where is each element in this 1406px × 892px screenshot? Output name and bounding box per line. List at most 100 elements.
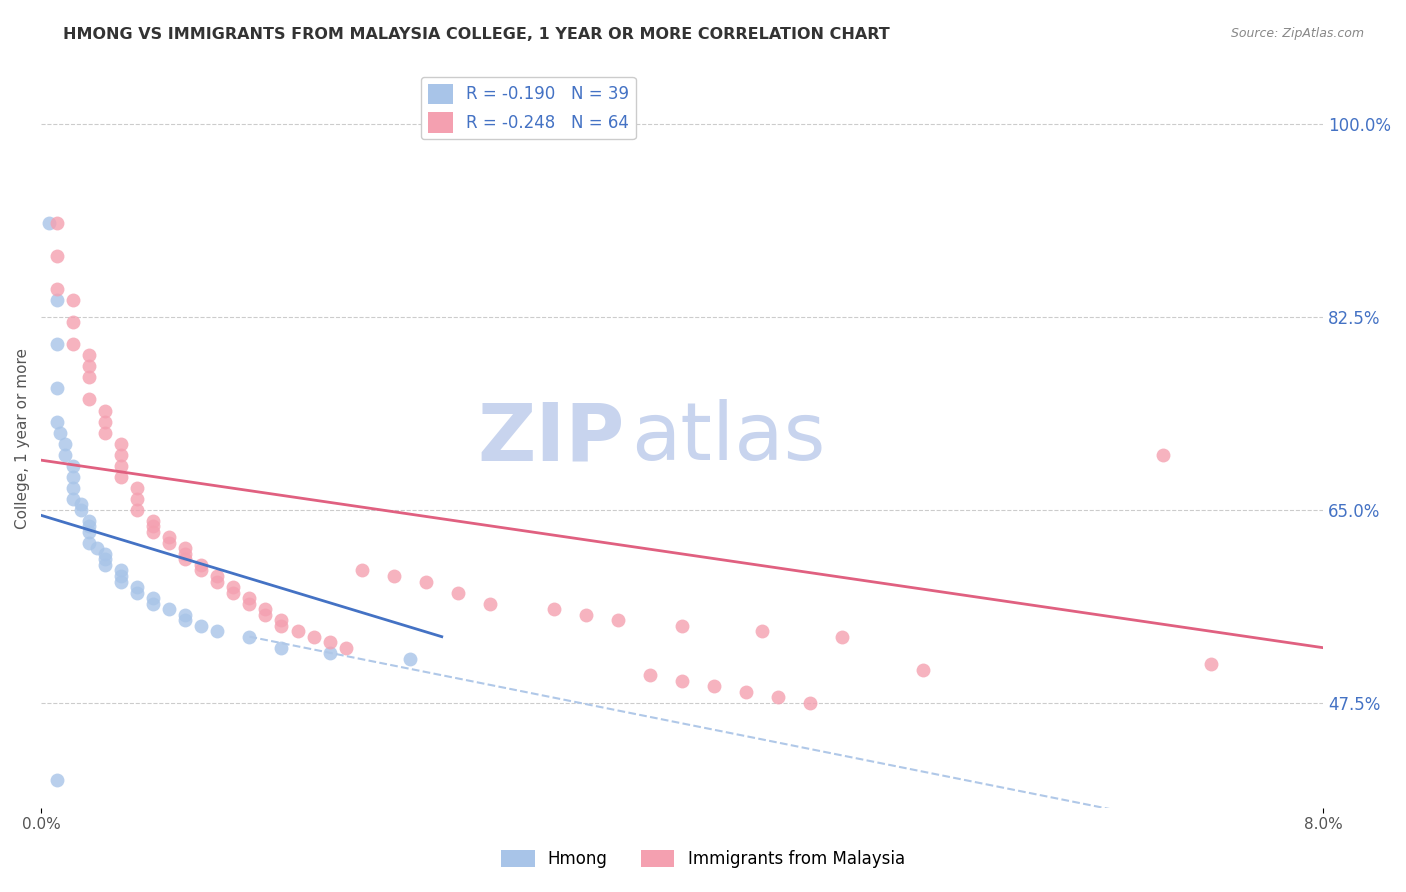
Point xyxy=(62,481,84,495)
Point xyxy=(350,564,373,578)
Point xyxy=(254,607,277,622)
Point xyxy=(190,564,212,578)
Point xyxy=(238,630,260,644)
Point xyxy=(174,541,197,556)
Point xyxy=(174,613,197,627)
Point xyxy=(1152,448,1174,462)
Point xyxy=(671,618,693,632)
Point xyxy=(799,696,821,710)
Point xyxy=(207,574,229,589)
Point xyxy=(478,597,501,611)
Point xyxy=(62,315,84,329)
Point xyxy=(751,624,773,639)
Text: HMONG VS IMMIGRANTS FROM MALAYSIA COLLEGE, 1 YEAR OR MORE CORRELATION CHART: HMONG VS IMMIGRANTS FROM MALAYSIA COLLEG… xyxy=(63,27,890,42)
Point xyxy=(110,448,132,462)
Point xyxy=(62,491,84,506)
Point xyxy=(94,552,117,566)
Point xyxy=(127,481,149,495)
Point xyxy=(77,536,100,550)
Point xyxy=(142,519,165,533)
Y-axis label: College, 1 year or more: College, 1 year or more xyxy=(15,348,30,529)
Point xyxy=(46,773,69,788)
Point xyxy=(110,564,132,578)
Text: ZIP: ZIP xyxy=(477,399,624,477)
Point xyxy=(207,569,229,583)
Point xyxy=(142,514,165,528)
Point xyxy=(831,630,853,644)
Point xyxy=(62,469,84,483)
Text: Source: ZipAtlas.com: Source: ZipAtlas.com xyxy=(1230,27,1364,40)
Point xyxy=(46,415,69,429)
Point xyxy=(398,652,420,666)
Point xyxy=(157,536,180,550)
Point xyxy=(46,293,69,308)
Point xyxy=(254,602,277,616)
Point xyxy=(94,425,117,440)
Point xyxy=(703,679,725,693)
Point xyxy=(46,249,69,263)
Point xyxy=(157,602,180,616)
Point xyxy=(127,585,149,599)
Point xyxy=(70,497,93,511)
Point xyxy=(415,574,437,589)
Point xyxy=(77,392,100,407)
Point xyxy=(575,607,598,622)
Point xyxy=(46,337,69,351)
Point xyxy=(270,613,292,627)
Point xyxy=(638,668,661,682)
Point xyxy=(70,503,93,517)
Point xyxy=(207,624,229,639)
Point xyxy=(607,613,630,627)
Point xyxy=(335,640,357,655)
Point xyxy=(94,403,117,417)
Point xyxy=(53,436,76,450)
Point xyxy=(94,415,117,429)
Point xyxy=(110,469,132,483)
Point xyxy=(447,585,470,599)
Point xyxy=(238,591,260,605)
Point xyxy=(77,359,100,374)
Point xyxy=(671,673,693,688)
Point xyxy=(53,448,76,462)
Point xyxy=(270,618,292,632)
Point xyxy=(127,503,149,517)
Point xyxy=(110,574,132,589)
Point xyxy=(110,458,132,473)
Point xyxy=(157,530,180,544)
Point xyxy=(190,618,212,632)
Point xyxy=(127,580,149,594)
Point xyxy=(46,216,69,230)
Point xyxy=(142,597,165,611)
Point xyxy=(238,597,260,611)
Point xyxy=(110,569,132,583)
Point xyxy=(77,519,100,533)
Point xyxy=(77,514,100,528)
Point xyxy=(62,293,84,308)
Point xyxy=(86,541,108,556)
Text: atlas: atlas xyxy=(631,399,825,477)
Point xyxy=(46,282,69,296)
Point xyxy=(49,425,72,440)
Legend: Hmong, Immigrants from Malaysia: Hmong, Immigrants from Malaysia xyxy=(495,843,911,875)
Point xyxy=(94,558,117,572)
Point xyxy=(77,348,100,362)
Point xyxy=(142,591,165,605)
Point xyxy=(142,524,165,539)
Point xyxy=(77,370,100,384)
Point xyxy=(46,381,69,395)
Point xyxy=(174,552,197,566)
Point xyxy=(222,585,245,599)
Point xyxy=(768,690,790,705)
Point xyxy=(287,624,309,639)
Point xyxy=(911,663,934,677)
Point xyxy=(382,569,405,583)
Point xyxy=(110,436,132,450)
Point xyxy=(190,558,212,572)
Point xyxy=(318,635,340,649)
Point xyxy=(174,547,197,561)
Legend: R = -0.190   N = 39, R = -0.248   N = 64: R = -0.190 N = 39, R = -0.248 N = 64 xyxy=(420,77,636,139)
Point xyxy=(62,458,84,473)
Point xyxy=(62,337,84,351)
Point xyxy=(270,640,292,655)
Point xyxy=(543,602,565,616)
